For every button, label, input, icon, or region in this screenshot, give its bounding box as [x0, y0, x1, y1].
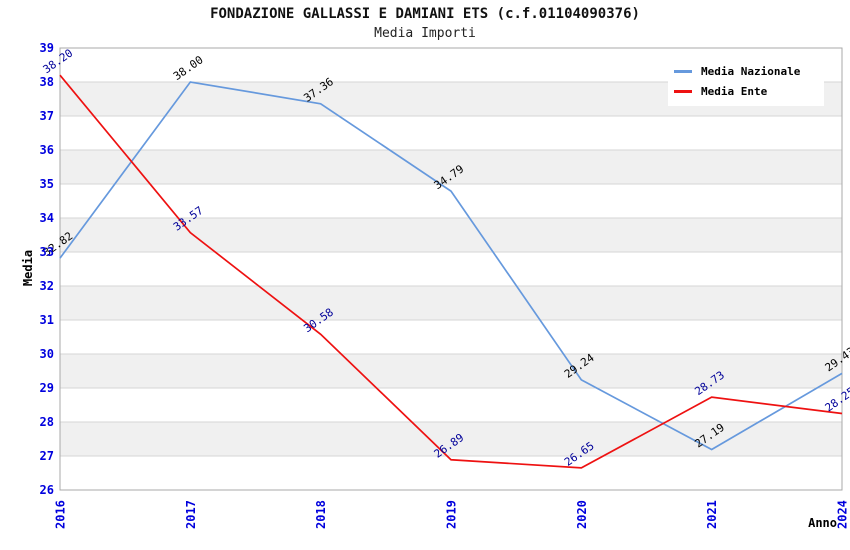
grid-band: [60, 218, 842, 252]
chart-title: FONDAZIONE GALLASSI E DAMIANI ETS (c.f.0…: [210, 6, 640, 22]
y-tick-label: 30: [40, 347, 54, 361]
y-tick-label: 32: [40, 279, 54, 293]
y-axis-title: Media: [21, 250, 35, 286]
chart-subtitle: Media Importi: [374, 26, 476, 41]
y-tick-label: 31: [40, 313, 54, 327]
legend-swatch-ente-icon: [674, 89, 692, 93]
y-tick-label: 27: [40, 449, 54, 463]
legend-item-media-nazionale: Media Nazionale: [674, 61, 818, 81]
y-tick-label: 29: [40, 381, 54, 395]
y-tick-label: 36: [40, 143, 54, 157]
grid-band: [60, 150, 842, 184]
grid-band: [60, 354, 842, 388]
y-tick-label: 33: [40, 245, 54, 259]
x-tick-label: 2021: [705, 500, 719, 529]
y-tick-label: 35: [40, 177, 54, 191]
legend-item-media-ente: Media Ente: [674, 81, 818, 101]
x-tick-label: 2024: [836, 500, 850, 529]
x-axis-title: Anno: [808, 516, 837, 530]
x-tick-label: 2020: [575, 500, 589, 529]
x-tick-label: 2017: [184, 500, 198, 529]
y-tick-label: 26: [40, 483, 54, 497]
series-line-media-nazionale: [59, 81, 843, 451]
legend-label-ente: Media Ente: [701, 84, 768, 98]
data-label: 28.25: [823, 385, 850, 415]
x-tick-label: 2018: [314, 500, 328, 529]
x-tick-label: 2016: [54, 500, 68, 529]
y-tick-label: 28: [40, 415, 54, 429]
plot-border: [59, 47, 843, 491]
y-tick-label: 39: [40, 41, 54, 55]
y-tick-label: 34: [40, 211, 54, 225]
y-tick-label: 38: [40, 75, 54, 89]
grid-band: [60, 286, 842, 320]
data-label: 38.00: [171, 53, 206, 83]
legend-swatch-nazionale-icon: [674, 69, 692, 73]
series-line-media-ente: [59, 74, 843, 469]
x-tick-label: 2019: [445, 500, 459, 529]
y-tick-label: 37: [40, 109, 54, 123]
legend-label-nazionale: Media Nazionale: [701, 64, 801, 78]
legend: Media Nazionale Media Ente: [668, 56, 824, 106]
